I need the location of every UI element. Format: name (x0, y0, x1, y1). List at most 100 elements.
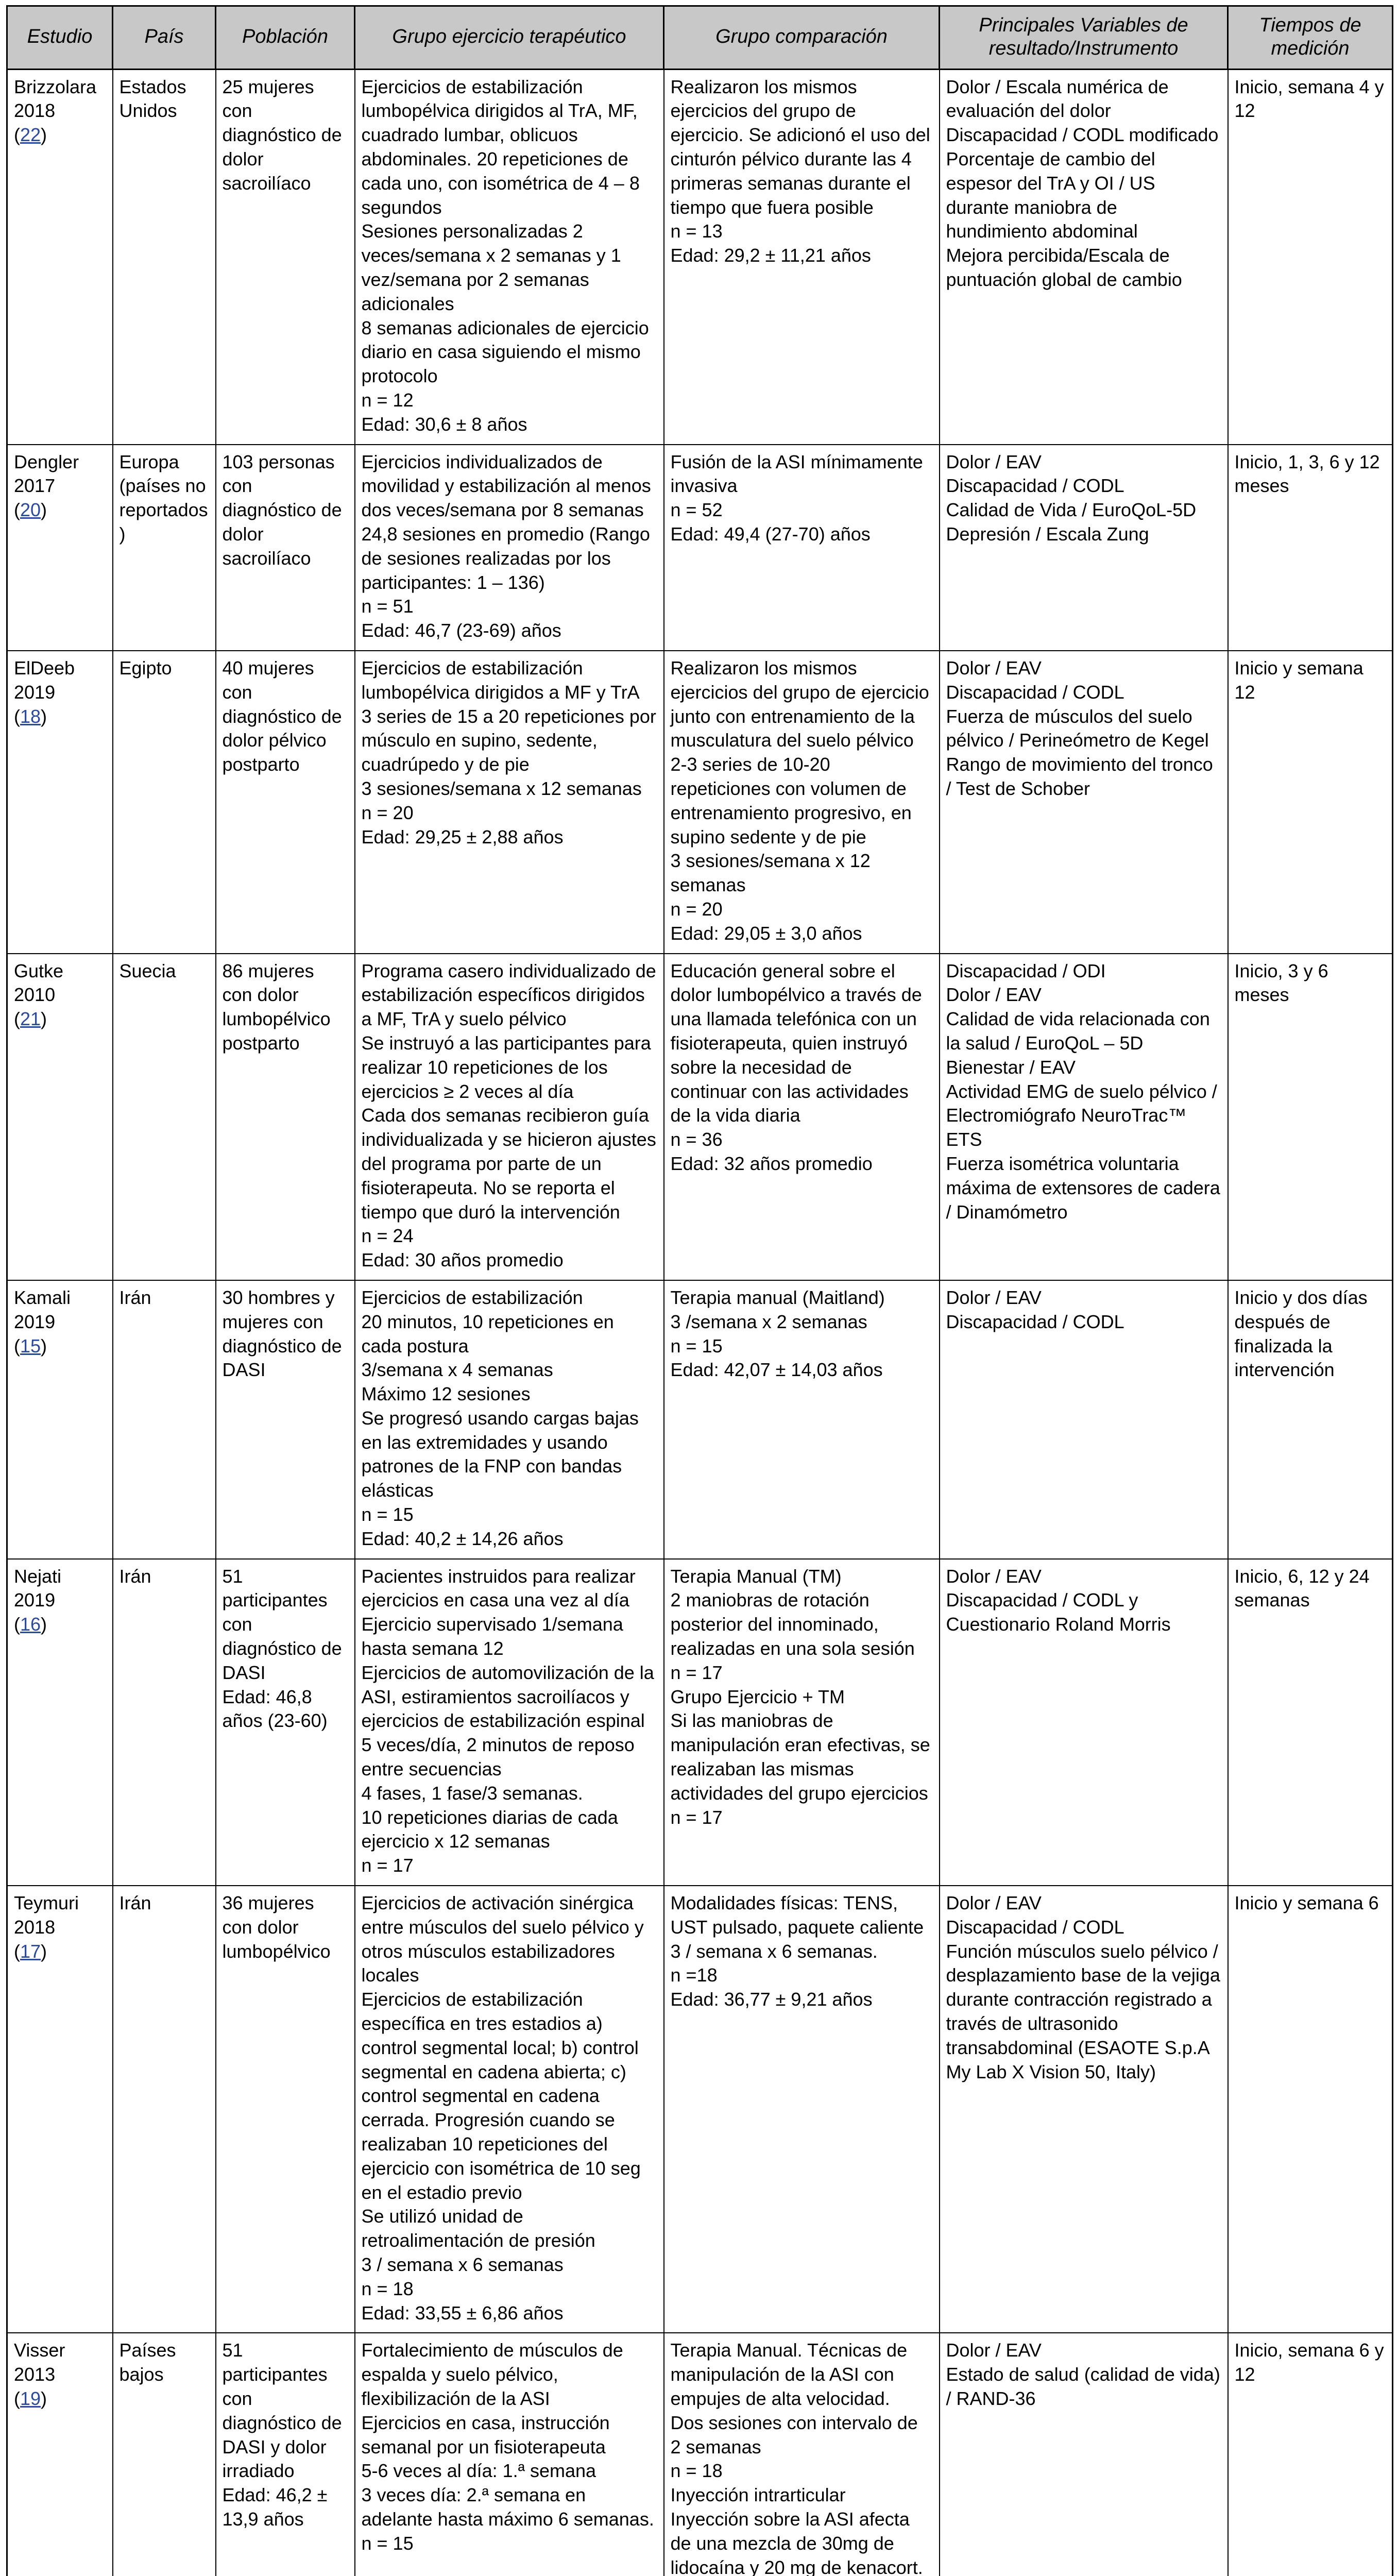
cell-tiempos-medicion: Inicio y dos días después de finalizada … (1227, 1279, 1393, 1560)
study-name: Kamali 2019 (14, 1286, 71, 1332)
reference-citation: (18) (14, 705, 47, 727)
reference-link[interactable]: 16 (20, 1614, 41, 1635)
column-header-ejercicio: Grupo ejercicio terapéutico (354, 5, 664, 70)
cell-estudio: Teymuri 2018 (17) (6, 1885, 113, 2334)
column-header-variables: Principales Variables de resultado/Instr… (939, 5, 1229, 70)
reference-link[interactable]: 21 (20, 1008, 41, 1030)
column-header-poblacion: Población (215, 5, 355, 70)
cell-grupo-comparacion: Realizaron los mismos ejercicios del gru… (663, 69, 940, 445)
cell-estudio: Nejati 2019 (16) (6, 1558, 113, 1887)
study-name: Dengler 2017 (14, 451, 79, 497)
cell-poblacion: 25 mujeres con diagnóstico de dolor sacr… (215, 69, 355, 445)
cell-grupo-ejercicio: Ejercicios de estabilización lumbopélvic… (354, 650, 664, 954)
cell-grupo-comparacion: Terapia Manual (TM) 2 maniobras de rotac… (663, 1558, 940, 1887)
cell-estudio: Kamali 2019 (15) (6, 1279, 113, 1560)
cell-grupo-comparacion: Terapia manual (Maitland) 3 /semana x 2 … (663, 1279, 940, 1560)
reference-citation: (17) (14, 1940, 47, 1962)
cell-estudio: Brizzolara 2018 (22) (6, 69, 113, 445)
cell-tiempos-medicion: Inicio, 6, 12 y 24 semanas (1227, 1558, 1393, 1887)
cell-poblacion: 36 mujeres con dolor lumbopélvico (215, 1885, 355, 2334)
cell-poblacion: 30 hombres y mujeres con diagnóstico de … (215, 1279, 355, 1560)
cell-poblacion: 51 participantes con diagnóstico de DASI… (215, 1558, 355, 1887)
cell-tiempos-medicion: Inicio y semana 12 (1227, 650, 1393, 954)
cell-pais: Europa (países no reportados) (112, 444, 216, 651)
reference-citation: (22) (14, 124, 47, 146)
cell-grupo-ejercicio: Pacientes instruidos para realizar ejerc… (354, 1558, 664, 1887)
table-row: Brizzolara 2018 (22) Estados Unidos 25 muje… (6, 69, 1393, 445)
cell-estudio: Dengler 2017 (20) (6, 444, 113, 651)
study-name: Visser 2013 (14, 2340, 65, 2385)
reference-link[interactable]: 15 (20, 1335, 41, 1357)
reference-link[interactable]: 19 (20, 2387, 41, 2409)
cell-variables-resultado: Dolor / EAV Estado de salud (calidad de … (939, 2332, 1229, 2576)
cell-grupo-ejercicio: Ejercicios de estabilización 20 minutos,… (354, 1279, 664, 1560)
cell-tiempos-medicion: Inicio, semana 4 y 12 (1227, 69, 1393, 445)
cell-poblacion: 51 participantes con diagnóstico de DASI… (215, 2332, 355, 2576)
reference-citation: (19) (14, 2387, 47, 2409)
cell-variables-resultado: Dolor / Escala numérica de evaluación de… (939, 69, 1229, 445)
cell-poblacion: 103 personas con diagnóstico de dolor sa… (215, 444, 355, 651)
column-header-tiempos: Tiempos de medición (1227, 5, 1393, 70)
cell-grupo-ejercicio: Ejercicios de estabilización lumbopélvic… (354, 69, 664, 445)
cell-grupo-comparacion: Realizaron los mismos ejercicios del gru… (663, 650, 940, 954)
cell-tiempos-medicion: Inicio, 1, 3, 6 y 12 meses (1227, 444, 1393, 651)
reference-link[interactable]: 17 (20, 1940, 41, 1962)
cell-pais: Irán (112, 1885, 216, 2334)
cell-tiempos-medicion: Inicio y semana 6 (1227, 1885, 1393, 2334)
study-name: Teymuri 2018 (14, 1892, 79, 1938)
reference-citation: (20) (14, 499, 47, 521)
cell-estudio: Visser 2013 (19) (6, 2332, 113, 2576)
table-row: Dengler 2017 (20) Europa (países no report… (6, 444, 1393, 651)
reference-link[interactable]: 22 (20, 124, 41, 146)
reference-citation: (16) (14, 1614, 47, 1635)
column-header-pais: País (112, 5, 216, 70)
reference-citation: (21) (14, 1008, 47, 1030)
cell-grupo-comparacion: Terapia Manual. Técnicas de manipulación… (663, 2332, 940, 2576)
cell-variables-resultado: Discapacidad / ODI Dolor / EAV Calidad d… (939, 953, 1229, 1281)
reference-citation: (15) (14, 1335, 47, 1357)
cell-grupo-ejercicio: Ejercicios individualizados de movilidad… (354, 444, 664, 651)
cell-grupo-ejercicio: Ejercicios de activación sinérgica entre… (354, 1885, 664, 2334)
table-row: Gutke 2010 (21) Suecia 86 mujeres con dolor… (6, 953, 1393, 1281)
table-row: Visser 2013 (19) Países bajos 51 participan… (6, 2332, 1393, 2576)
table-header: Estudio País Población Grupo ejercicio t… (6, 5, 1393, 70)
cell-grupo-comparacion: Fusión de la ASI mínimamente invasiva n … (663, 444, 940, 651)
column-header-comparacion: Grupo comparación (663, 5, 940, 70)
table-row: ElDeeb 2019 (18) Egipto 40 mujeres con diag… (6, 650, 1393, 954)
cell-poblacion: 86 mujeres con dolor lumbopélvico postpa… (215, 953, 355, 1281)
column-header-estudio: Estudio (6, 5, 113, 70)
cell-tiempos-medicion: Inicio, semana 6 y 12 (1227, 2332, 1393, 2576)
table-row: Teymuri 2018 (17) Irán 36 mujeres con dolor… (6, 1885, 1393, 2334)
cell-tiempos-medicion: Inicio, 3 y 6 meses (1227, 953, 1393, 1281)
cell-estudio: Gutke 2010 (21) (6, 953, 113, 1281)
cell-poblacion: 40 mujeres con diagnóstico de dolor pélv… (215, 650, 355, 954)
study-characteristics-table: Estudio País Población Grupo ejercicio t… (6, 5, 1393, 2576)
cell-pais: Estados Unidos (112, 69, 216, 445)
cell-grupo-ejercicio: Fortalecimiento de músculos de espalda y… (354, 2332, 664, 2576)
study-name: ElDeeb 2019 (14, 657, 75, 703)
cell-pais: Irán (112, 1558, 216, 1887)
cell-grupo-ejercicio: Programa casero individualizado de estab… (354, 953, 664, 1281)
study-name: Nejati 2019 (14, 1565, 62, 1611)
cell-pais: Suecia (112, 953, 216, 1281)
cell-pais: Países bajos (112, 2332, 216, 2576)
cell-variables-resultado: Dolor / EAV Discapacidad / CODL Función … (939, 1885, 1229, 2334)
reference-link[interactable]: 20 (20, 499, 41, 521)
cell-variables-resultado: Dolor / EAV Discapacidad / CODL Fuerza d… (939, 650, 1229, 954)
header-row: Estudio País Población Grupo ejercicio t… (6, 5, 1393, 70)
study-name: Brizzolara 2018 (14, 76, 97, 122)
cell-pais: Egipto (112, 650, 216, 954)
cell-variables-resultado: Dolor / EAV Discapacidad / CODL (939, 1279, 1229, 1560)
reference-link[interactable]: 18 (20, 705, 41, 727)
cell-grupo-comparacion: Educación general sobre el dolor lumbopé… (663, 953, 940, 1281)
table-row: Nejati 2019 (16) Irán 51 participantes con … (6, 1558, 1393, 1887)
cell-estudio: ElDeeb 2019 (18) (6, 650, 113, 954)
cell-pais: Irán (112, 1279, 216, 1560)
cell-variables-resultado: Dolor / EAV Discapacidad / CODL Calidad … (939, 444, 1229, 651)
table-row: Kamali 2019 (15) Irán 30 hombres y mujeres … (6, 1279, 1393, 1560)
cell-grupo-comparacion: Modalidades físicas: TENS, UST pulsado, … (663, 1885, 940, 2334)
cell-variables-resultado: Dolor / EAV Discapacidad / CODL y Cuesti… (939, 1558, 1229, 1887)
study-name: Gutke 2010 (14, 960, 64, 1006)
table-body: Brizzolara 2018 (22) Estados Unidos 25 muje… (6, 69, 1393, 2576)
